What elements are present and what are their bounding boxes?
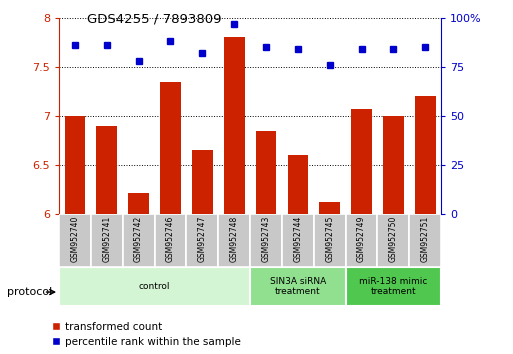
Legend: transformed count, percentile rank within the sample: transformed count, percentile rank withi… (51, 322, 241, 347)
Bar (378, 214, 409, 267)
Bar (346, 267, 441, 306)
Bar (160, 81, 181, 214)
Bar (314, 214, 346, 267)
Text: GSM952743: GSM952743 (262, 216, 270, 262)
Text: GSM952748: GSM952748 (230, 216, 239, 262)
Text: control: control (139, 282, 170, 291)
Bar (250, 214, 282, 267)
Bar (123, 214, 154, 267)
Text: GSM952741: GSM952741 (102, 216, 111, 262)
Bar (59, 214, 91, 267)
Bar (255, 131, 277, 214)
Bar (96, 126, 117, 214)
Bar (154, 214, 186, 267)
Text: GSM952740: GSM952740 (70, 216, 80, 262)
Bar (65, 116, 85, 214)
Bar (409, 214, 441, 267)
Text: protocol: protocol (7, 287, 52, 297)
Bar (250, 267, 346, 306)
Bar (351, 109, 372, 214)
Bar (91, 214, 123, 267)
Text: miR-138 mimic
treatment: miR-138 mimic treatment (359, 277, 428, 296)
Bar (415, 96, 436, 214)
Bar (287, 155, 308, 214)
Bar (192, 150, 213, 214)
Bar (128, 193, 149, 214)
Text: SIN3A siRNA
treatment: SIN3A siRNA treatment (270, 277, 326, 296)
Text: GSM952742: GSM952742 (134, 216, 143, 262)
Text: GDS4255 / 7893809: GDS4255 / 7893809 (87, 12, 221, 25)
Text: GSM952745: GSM952745 (325, 216, 334, 262)
Bar (383, 116, 404, 214)
Text: GSM952751: GSM952751 (421, 216, 430, 262)
Bar (346, 214, 378, 267)
Text: GSM952744: GSM952744 (293, 216, 302, 262)
Bar (59, 267, 250, 306)
Text: GSM952747: GSM952747 (198, 216, 207, 262)
Bar (218, 214, 250, 267)
Text: GSM952749: GSM952749 (357, 216, 366, 262)
Bar (282, 214, 314, 267)
Bar (224, 37, 245, 214)
Text: GSM952746: GSM952746 (166, 216, 175, 262)
Bar (320, 202, 340, 214)
Bar (186, 214, 218, 267)
Text: GSM952750: GSM952750 (389, 216, 398, 262)
